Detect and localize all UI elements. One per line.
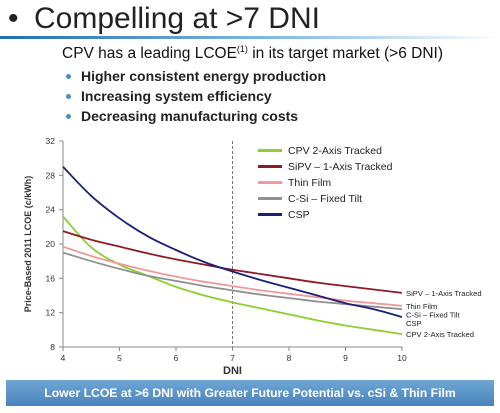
- bullet-item: Increasing system efficiency: [66, 86, 326, 106]
- series-line-2: [62, 245, 403, 307]
- y-axis-label: Price-Based 2011 LCOE (c/kWh): [23, 176, 33, 313]
- headline-text: CPV has a leading LCOE: [62, 45, 237, 63]
- title-rule: [0, 36, 500, 39]
- x-tick-label: 10: [397, 353, 407, 363]
- series-line-4: [62, 166, 403, 318]
- footnote-marker: (1): [236, 44, 248, 54]
- series-end-label-4: CSP: [406, 319, 422, 328]
- y-tick-label: 8: [50, 342, 55, 352]
- x-axis-label: DNI: [223, 365, 242, 374]
- series-end-label-3: C-Si – Fixed Tilt: [406, 310, 460, 319]
- x-tick-label: 8: [287, 353, 292, 363]
- bullet-dot: [66, 93, 71, 99]
- legend-label-0: CPV 2-Axis Tracked: [288, 145, 382, 157]
- title-bullet: •: [8, 2, 19, 35]
- series-end-label-2: Thin Film: [406, 302, 437, 311]
- legend-label-2: Thin Film: [288, 177, 331, 189]
- legend-label-3: C-Si – Fixed Tilt: [288, 193, 362, 205]
- bullet-text: Higher consistent energy production: [81, 68, 327, 84]
- y-tick-label: 20: [46, 239, 56, 249]
- x-tick-label: 4: [61, 353, 66, 363]
- bullet-item: Decreasing manufacturing costs: [66, 106, 326, 126]
- slide-title-text: Compelling at >7 DNI: [34, 2, 320, 35]
- y-tick-label: 28: [46, 170, 56, 180]
- series-end-label-0: CPV 2-Axis Tracked: [406, 330, 474, 339]
- bullet-dot: [66, 113, 71, 119]
- x-tick-label: 9: [343, 353, 348, 363]
- bullet-text: Decreasing manufacturing costs: [81, 108, 299, 124]
- series-end-label-1: SiPV – 1-Axis Tracked: [406, 289, 482, 298]
- headline: CPV has a leading LCOE(1) in its target …: [62, 44, 443, 63]
- bullet-list: Higher consistent energy production Incr…: [66, 66, 326, 126]
- bullet-item: Higher consistent energy production: [66, 66, 326, 86]
- legend-label-4: CSP: [288, 209, 310, 221]
- x-tick-label: 7: [230, 353, 235, 363]
- legend-label-1: SiPV – 1-Axis Tracked: [288, 161, 393, 173]
- series-line-1: [62, 230, 403, 294]
- bullet-dot: [66, 73, 71, 79]
- slide-title: • Compelling at >7 DNI: [8, 2, 320, 36]
- footer-banner: Lower LCOE at >6 DNI with Greater Future…: [6, 380, 494, 406]
- x-tick-label: 6: [174, 353, 179, 363]
- y-tick-label: 16: [46, 273, 56, 283]
- bullet-text: Increasing system efficiency: [81, 88, 272, 104]
- y-tick-label: 12: [46, 308, 56, 318]
- headline-text-end: in its target market (>6 DNI): [247, 45, 444, 63]
- lcoe-chart: 8 12 16 20 24 28 32 4 5 6 7 8 9 10 DNI Price-Based 2011…: [23, 136, 482, 374]
- y-tick-label: 32: [46, 136, 56, 146]
- x-tick-label: 5: [117, 353, 122, 363]
- y-tick-label: 24: [46, 205, 56, 215]
